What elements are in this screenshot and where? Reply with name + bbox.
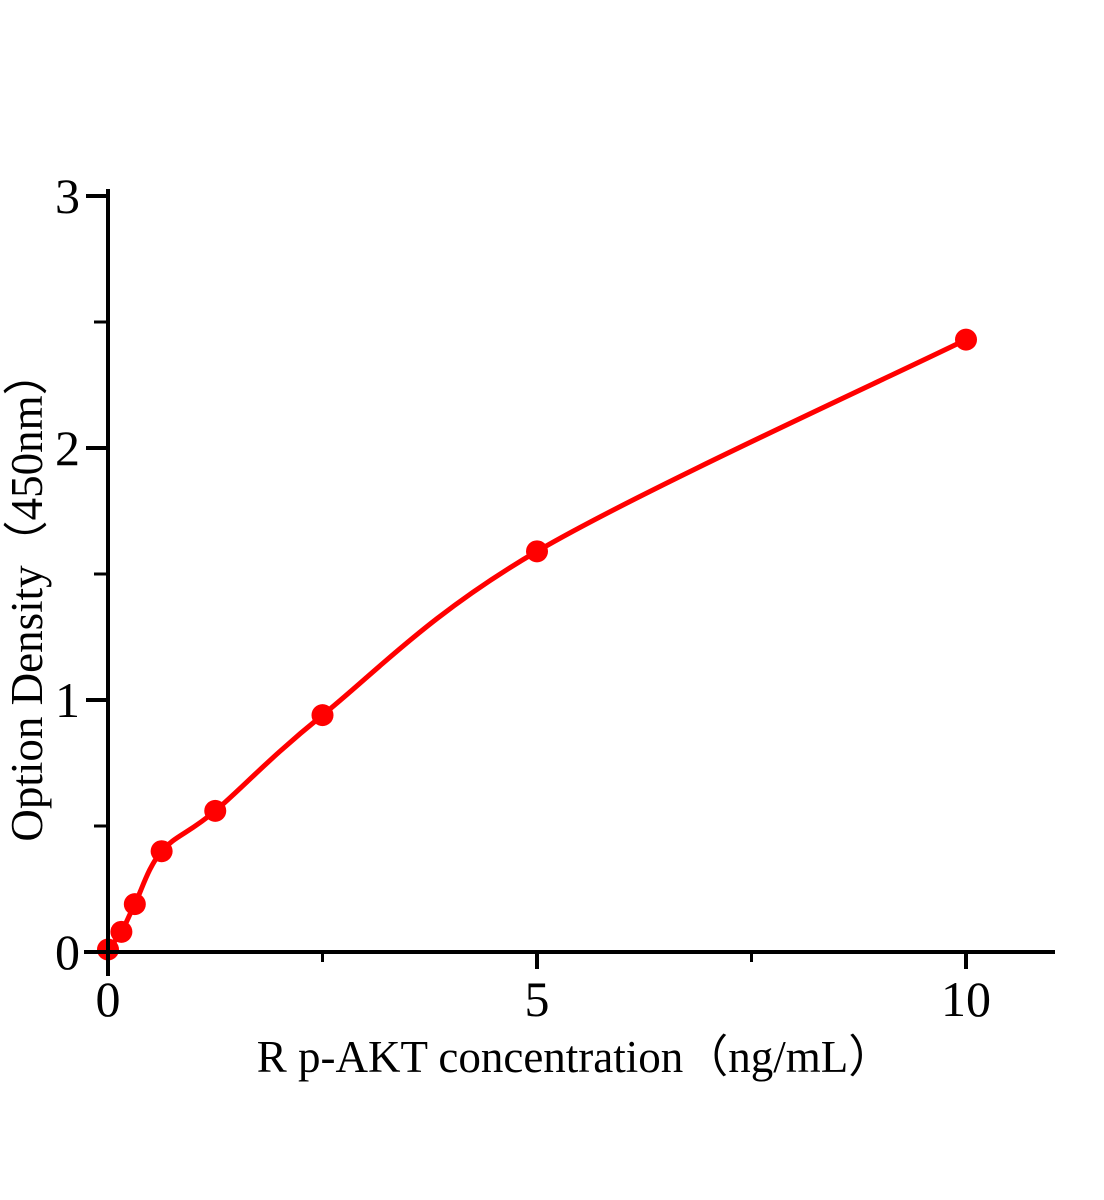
fit-curve [105,337,969,952]
x-axis-label: R p-AKT concentration（ng/mL） [257,1032,894,1082]
data-point [526,540,548,563]
tick-label-layer: 0 1 2 3 0 5 10 [55,168,991,1027]
x-tick-label: 0 [96,971,121,1027]
x-tick-label: 10 [941,971,991,1027]
data-point [204,799,227,822]
y-tick-label: 3 [55,168,80,224]
series-layer [97,328,977,961]
y-tick-label: 0 [55,924,80,980]
data-point [150,840,173,863]
data-point [311,704,334,727]
data-point [123,893,146,916]
y-tick-label: 2 [55,420,80,476]
y-axis-label: Option Density（450nm） [2,350,52,841]
axes-layer [84,189,1055,976]
x-tick-label: 5 [525,971,550,1027]
data-point [955,328,977,351]
y-tick-label: 1 [55,672,80,728]
data-point [110,920,133,943]
